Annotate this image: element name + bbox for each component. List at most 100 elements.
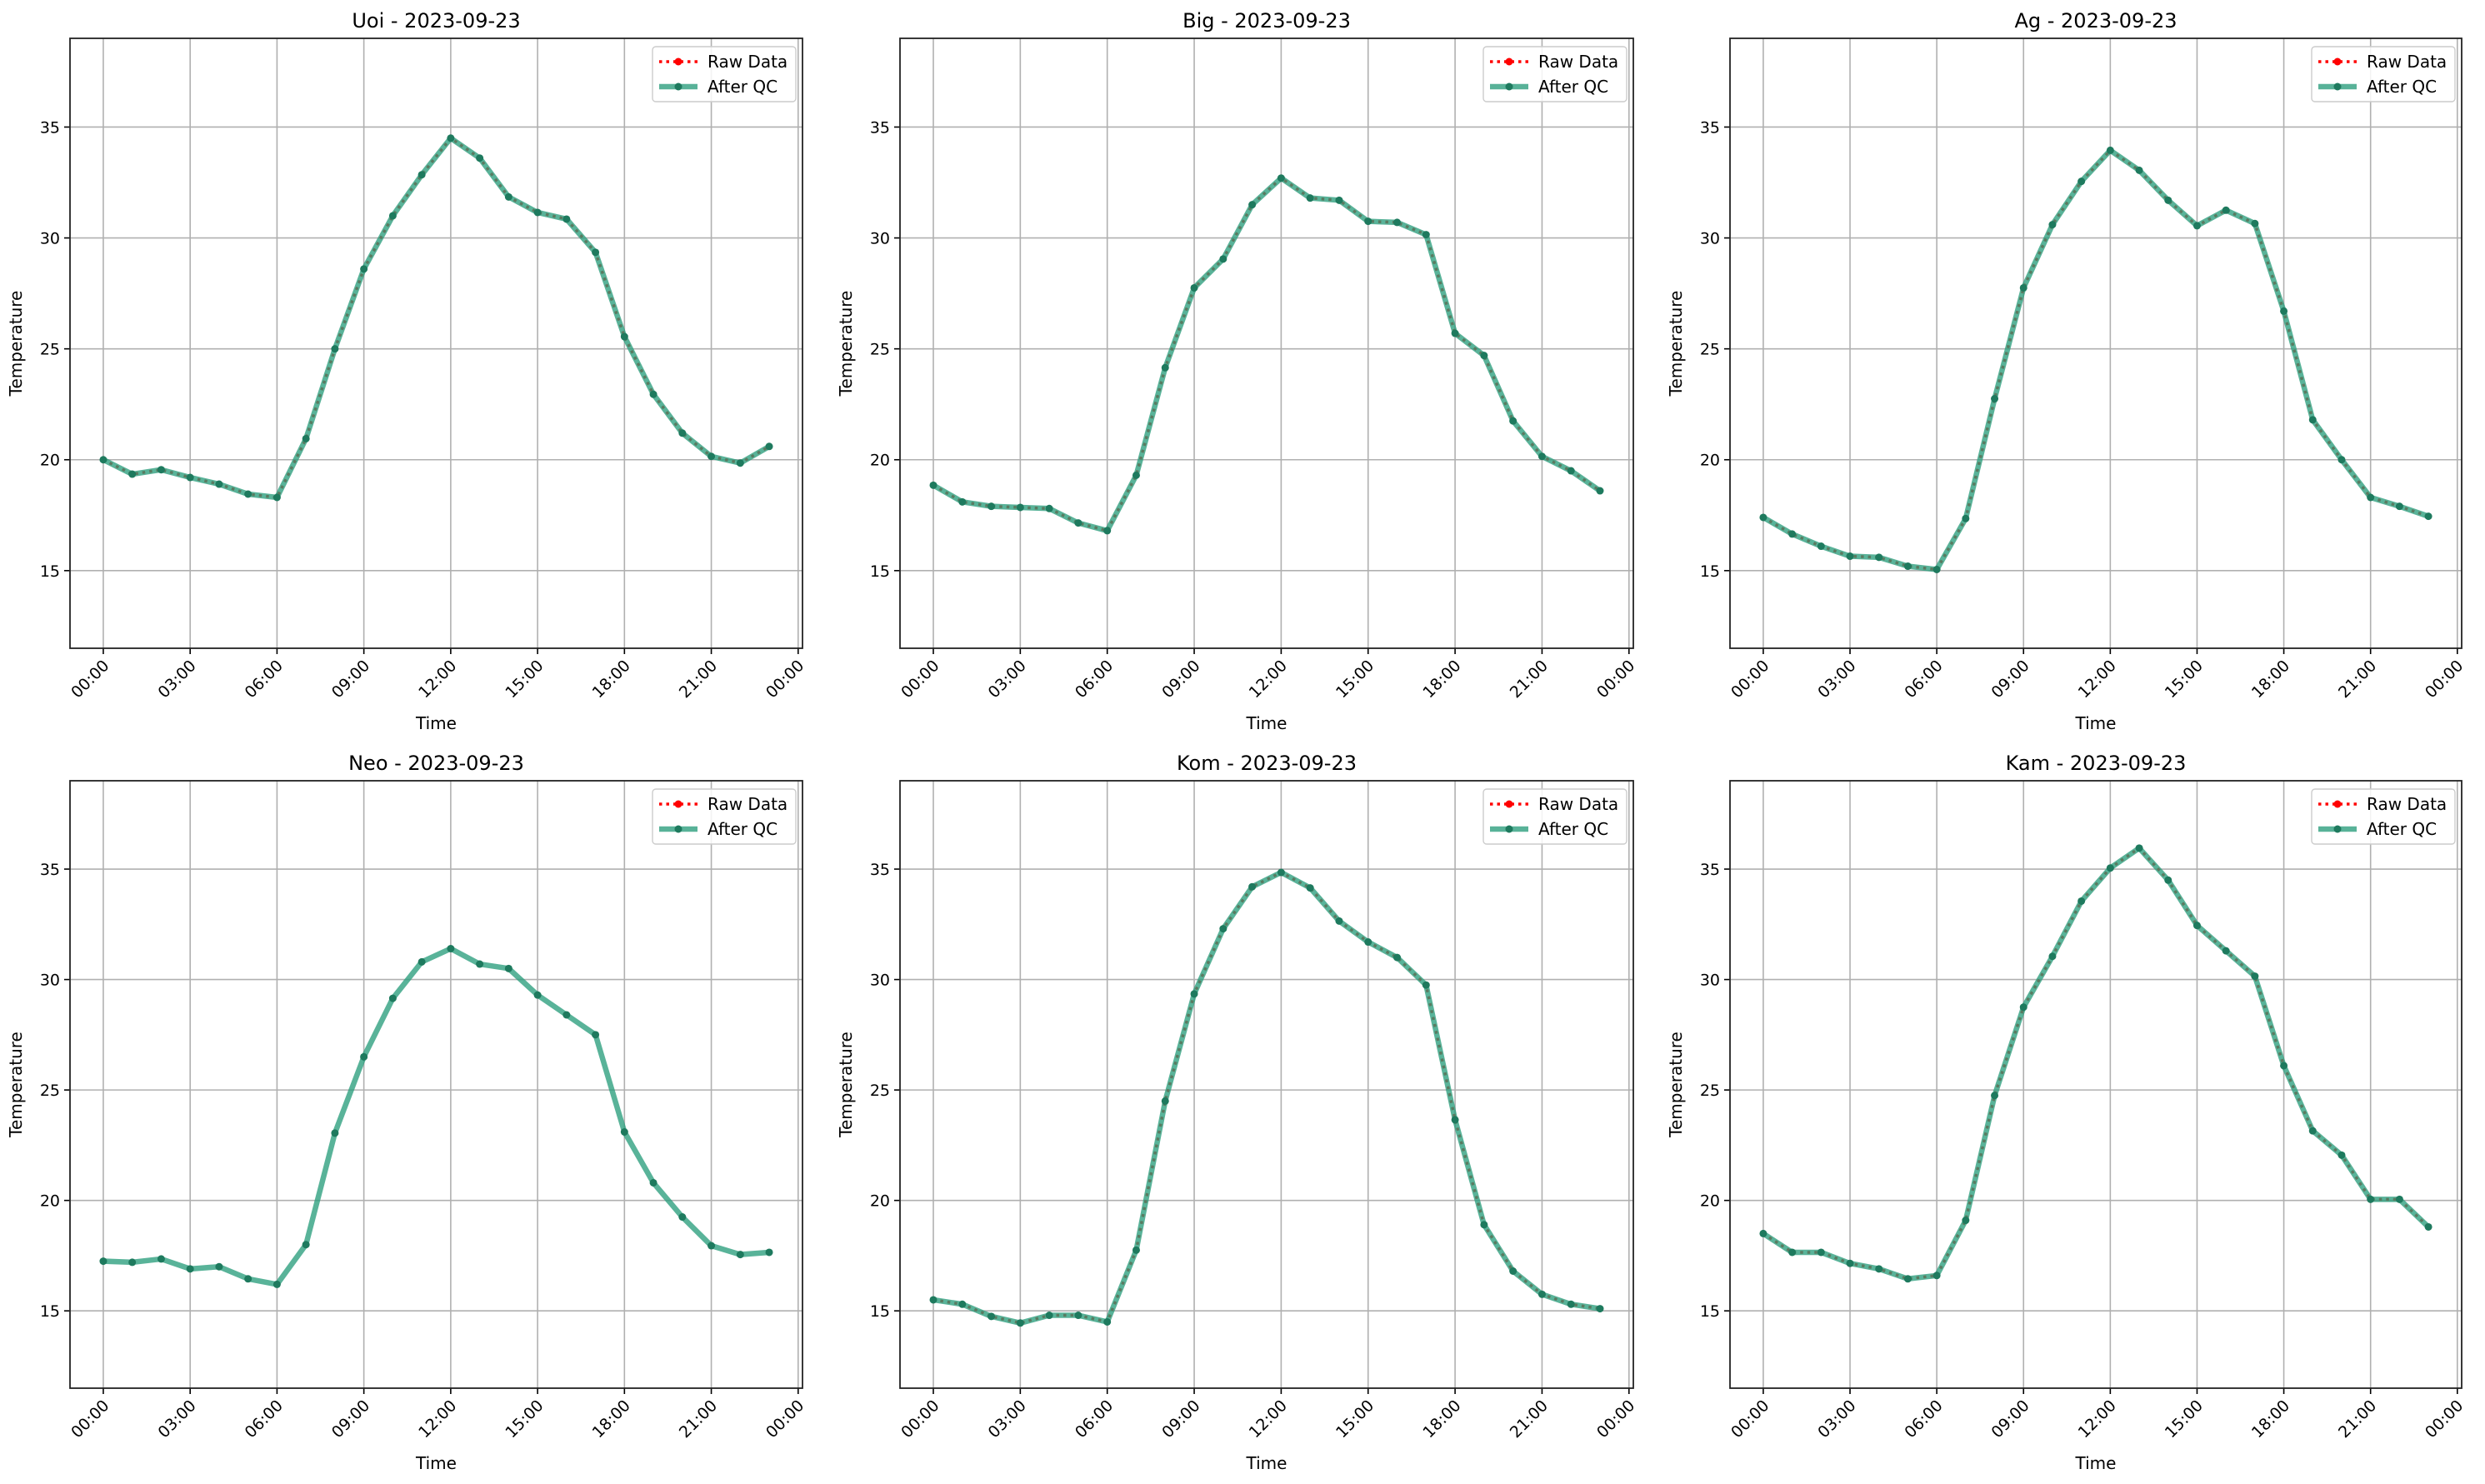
after-qc-point <box>1190 990 1198 998</box>
after-qc-point <box>736 459 744 467</box>
legend-qc-marker <box>2333 82 2342 91</box>
after-qc-point <box>1875 1265 1883 1273</box>
x-tick-label: 00:00 <box>2422 1397 2467 1442</box>
after-qc-point <box>1903 1275 1912 1283</box>
legend-raw-marker <box>1505 800 1513 808</box>
legend-qc-marker <box>1505 825 1513 833</box>
after-qc-point <box>649 1178 658 1187</box>
x-tick-label: 15:00 <box>1332 657 1378 702</box>
after-qc-line <box>1762 147 2430 572</box>
after-qc-point <box>1903 562 1912 571</box>
subplot-big: Big - 2023-09-23 15 20 25 30 35 00:00 03:00 06:0… <box>836 9 1638 733</box>
subplot-neo: Neo - 2023-09-23 15 20 25 30 35 00:00 03:00 06:0… <box>6 752 808 1473</box>
after-qc-point <box>592 248 600 257</box>
after-qc-point <box>1422 231 1430 239</box>
after-qc-point <box>1846 1259 1854 1267</box>
y-tick-label: 25 <box>1700 341 1720 359</box>
after-qc-point <box>504 964 512 972</box>
x-tick-label: 12:00 <box>415 1397 460 1442</box>
after-qc-point <box>388 212 397 220</box>
after-qc-point <box>2135 166 2143 174</box>
after-qc-point <box>186 473 194 482</box>
after-qc-point <box>1846 552 1854 561</box>
after-qc-line <box>932 175 1602 534</box>
x-tick-label: 09:00 <box>328 657 373 702</box>
after-qc-point <box>418 171 426 179</box>
y-tick-label: 35 <box>40 861 60 879</box>
x-tick-label: 06:00 <box>242 657 287 702</box>
x-tick-label: 09:00 <box>328 1397 373 1442</box>
after-qc-point <box>1016 1319 1024 1327</box>
after-qc-point <box>99 456 108 464</box>
after-qc-point <box>1219 925 1228 933</box>
raw-data-line <box>1762 148 2429 572</box>
after-qc-point <box>272 493 281 502</box>
after-qc-point <box>2367 493 2375 502</box>
legend-qc-label: After QC <box>708 819 778 839</box>
after-qc-point <box>1103 527 1112 535</box>
y-tick-label: 35 <box>1700 118 1720 137</box>
after-qc-point <box>2192 222 2201 230</box>
legend-qc-label: After QC <box>2367 77 2437 97</box>
x-tick-label: 03:00 <box>985 657 1030 702</box>
y-axis-label: Temperature <box>1666 291 1686 397</box>
after-qc-point <box>1567 467 1575 475</box>
subplot-ag: Ag - 2023-09-23 15 20 25 30 35 00:00 03:00 06:00… <box>1666 9 2467 733</box>
x-tick-label: 00:00 <box>898 657 942 702</box>
legend-raw-marker <box>2333 57 2342 66</box>
x-tick-label: 00:00 <box>1728 1397 1772 1442</box>
after-qc-point <box>447 134 455 142</box>
after-qc-point <box>988 1312 996 1321</box>
legend-qc-marker <box>674 82 682 91</box>
legend-raw-marker <box>674 800 682 808</box>
raw-data-line <box>932 176 1601 532</box>
after-qc-point <box>1045 504 1053 512</box>
x-axis-label: Time <box>1246 713 1288 733</box>
after-qc-point <box>504 192 512 201</box>
after-qc-point <box>1074 519 1082 527</box>
after-qc-point <box>2367 1195 2375 1203</box>
y-axis-label: Temperature <box>1666 1032 1686 1138</box>
y-tick-label: 20 <box>40 1192 60 1211</box>
after-qc-point <box>1759 513 1768 522</box>
after-qc-point <box>1045 1312 1053 1320</box>
after-qc-point <box>2424 1222 2432 1231</box>
x-tick-label: 00:00 <box>1728 657 1772 702</box>
y-axis-label: Temperature <box>6 1032 26 1138</box>
y-tick-label: 25 <box>870 1082 890 1100</box>
x-tick-label: 00:00 <box>68 657 112 702</box>
x-tick-label: 06:00 <box>1072 657 1117 702</box>
after-qc-point <box>1132 1246 1140 1254</box>
after-qc-point <box>1306 194 1314 202</box>
after-qc-point <box>2106 146 2114 154</box>
legend-raw-marker <box>674 57 682 66</box>
after-qc-point <box>360 265 368 273</box>
legend-qc-label: After QC <box>1538 77 1608 97</box>
x-tick-label: 21:00 <box>1507 1397 1552 1442</box>
after-qc-point <box>1875 553 1883 562</box>
x-axis-label: Time <box>415 713 457 733</box>
after-qc-point <box>678 1213 687 1222</box>
y-tick-label: 30 <box>1700 230 1720 248</box>
after-qc-point <box>476 960 484 968</box>
after-qc-point <box>533 991 542 999</box>
after-qc-point <box>929 481 938 489</box>
x-tick-label: 21:00 <box>676 1397 721 1442</box>
x-tick-label: 00:00 <box>762 657 808 702</box>
after-qc-point <box>1991 1092 1999 1100</box>
after-qc-point <box>2251 972 2259 981</box>
after-qc-point <box>1788 530 1797 538</box>
after-qc-point <box>1962 1217 1970 1225</box>
x-tick-label: 12:00 <box>1246 1397 1291 1442</box>
x-tick-label: 18:00 <box>589 657 634 702</box>
after-qc-point <box>1538 452 1546 461</box>
after-qc-point <box>1991 395 1999 403</box>
after-qc-line <box>1762 845 2431 1282</box>
after-qc-point <box>157 1255 165 1263</box>
y-axis-label: Temperature <box>836 1032 856 1138</box>
x-tick-label: 06:00 <box>1901 1397 1946 1442</box>
after-qc-point <box>476 154 484 162</box>
after-qc-point <box>929 1296 938 1304</box>
x-tick-label: 06:00 <box>242 1397 287 1442</box>
axes-frame <box>69 37 803 649</box>
